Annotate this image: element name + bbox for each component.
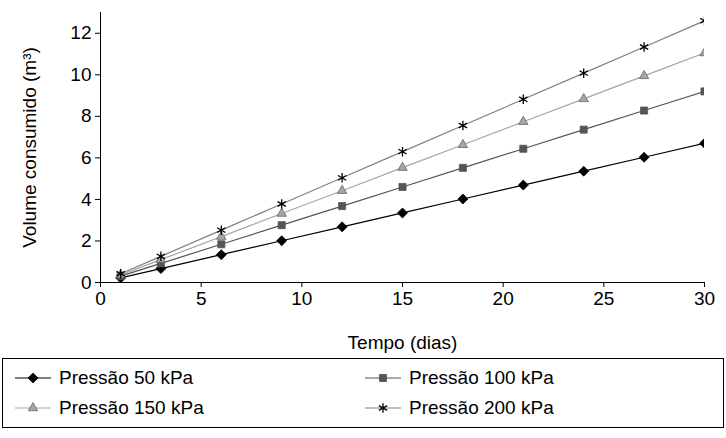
- html-text:Pressão 150 kPa: Pressão 150 kPa: [59, 397, 204, 418]
- svg-text:10: 10: [291, 288, 312, 309]
- svg-text:10: 10: [70, 64, 91, 85]
- svg-text:30: 30: [694, 288, 715, 309]
- html-text:Pressão 100 kPa: Pressão 100 kPa: [409, 367, 554, 388]
- svg-text:0: 0: [95, 288, 106, 309]
- svg-text:4: 4: [81, 189, 92, 210]
- svg-text:25: 25: [593, 288, 614, 309]
- html-text:Pressão 50 kPa: Pressão 50 kPa: [59, 367, 194, 388]
- svg-text:Volume consumido (m³): Volume consumido (m³): [19, 47, 40, 248]
- svg-text:15: 15: [392, 288, 413, 309]
- svg-text:20: 20: [493, 288, 514, 309]
- svg-text:Tempo (dias): Tempo (dias): [348, 332, 458, 353]
- svg-text:6: 6: [81, 147, 92, 168]
- svg-text:2: 2: [81, 230, 92, 251]
- svg-text:12: 12: [70, 22, 91, 43]
- html-text:Pressão 200 kPa: Pressão 200 kPa: [409, 397, 554, 418]
- svg-text:8: 8: [81, 105, 92, 126]
- svg-text:0: 0: [81, 272, 92, 293]
- svg-text:5: 5: [196, 288, 207, 309]
